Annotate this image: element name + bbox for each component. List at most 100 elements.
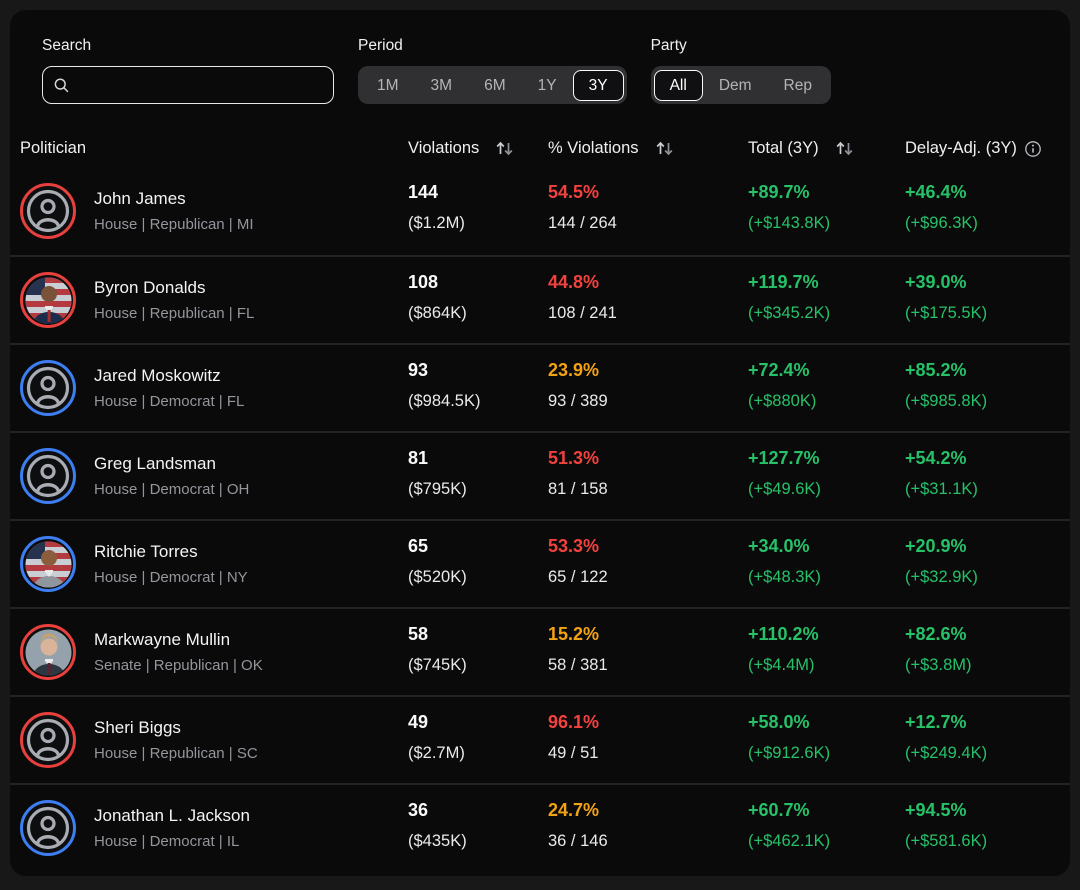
- table-row[interactable]: Jonathan L. Jackson House | Democrat | I…: [10, 783, 1070, 858]
- politician-meta: House | Republican | MI: [94, 215, 254, 233]
- delay-adj-amount: (+$581.6K): [905, 832, 988, 850]
- violations-amount: ($435K): [408, 832, 467, 850]
- party-option-all[interactable]: All: [653, 69, 703, 101]
- period-option-1y[interactable]: 1Y: [522, 70, 573, 101]
- search-box[interactable]: [42, 66, 334, 104]
- violations-count: 49: [408, 712, 429, 732]
- table-row[interactable]: Sheri Biggs House | Republican | SC 49 (…: [10, 695, 1070, 783]
- politician-text: Byron Donalds House | Republican | FL: [94, 277, 254, 324]
- pct-violations-cell: 53.3% 65 / 122: [548, 521, 748, 607]
- violations-amount: ($1.2M): [408, 214, 465, 232]
- delay-adj-cell: +85.2% (+$985.8K): [905, 345, 1060, 431]
- politician-meta: House | Democrat | OH: [94, 480, 250, 498]
- delay-adj-cell: +39.0% (+$175.5K): [905, 257, 1060, 343]
- sort-arrows-icon[interactable]: [655, 140, 674, 157]
- politician-cell: Byron Donalds House | Republican | FL: [20, 257, 408, 343]
- total-cell: +58.0% (+$912.6K): [748, 697, 905, 783]
- pct-violations-value: 15.2%: [548, 624, 600, 644]
- delay-adj-amount: (+$32.9K): [905, 568, 978, 586]
- violations-count: 108: [408, 272, 439, 292]
- violations-count: 81: [408, 448, 429, 468]
- violations-count: 58: [408, 624, 429, 644]
- total-cell: +110.2% (+$4.4M): [748, 609, 905, 695]
- party-segmented: All Dem Rep: [650, 66, 831, 104]
- pct-violations-cell: 54.5% 144 / 264: [548, 167, 748, 255]
- politician-avatar: [20, 448, 76, 504]
- politician-text: Markwayne Mullin Senate | Republican | O…: [94, 629, 263, 676]
- pct-violations-value: 44.8%: [548, 272, 600, 292]
- column-header-pct-violations[interactable]: % Violations: [548, 139, 748, 158]
- pct-violations-value: 53.3%: [548, 536, 600, 556]
- sort-arrows-icon[interactable]: [495, 140, 514, 157]
- total-amount: (+$143.8K): [748, 214, 831, 232]
- period-label: Period: [358, 37, 403, 54]
- politician-cell: Greg Landsman House | Democrat | OH: [20, 433, 408, 519]
- politician-name: Sheri Biggs: [94, 717, 181, 737]
- column-label-delay-adj: Delay-Adj. (3Y): [905, 139, 1017, 157]
- table-row[interactable]: John James House | Republican | MI 144 (…: [10, 167, 1070, 255]
- table-row[interactable]: Greg Landsman House | Democrat | OH 81 (…: [10, 431, 1070, 519]
- politician-text: Jonathan L. Jackson House | Democrat | I…: [94, 805, 250, 852]
- column-label-violations: Violations: [408, 139, 480, 157]
- violations-amount: ($745K): [408, 656, 467, 674]
- table-body: John James House | Republican | MI 144 (…: [10, 167, 1070, 858]
- violations-cell: 93 ($984.5K): [408, 345, 548, 431]
- politician-meta: House | Democrat | NY: [94, 568, 248, 586]
- table-row[interactable]: Byron Donalds House | Republican | FL 10…: [10, 255, 1070, 343]
- pct-violations-value: 54.5%: [548, 182, 600, 202]
- period-option-3y[interactable]: 3Y: [572, 69, 624, 101]
- politician-cell: Sheri Biggs House | Republican | SC: [20, 697, 408, 783]
- delay-adj-cell: +82.6% (+$3.8M): [905, 609, 1060, 695]
- party-option-dem[interactable]: Dem: [703, 70, 768, 101]
- politician-avatar: [20, 536, 76, 592]
- violations-cell: 65 ($520K): [408, 521, 548, 607]
- table-row[interactable]: Jared Moskowitz House | Democrat | FL 93…: [10, 343, 1070, 431]
- column-header-violations[interactable]: Violations: [408, 139, 548, 158]
- sort-arrows-icon[interactable]: [835, 140, 854, 157]
- table-row[interactable]: Ritchie Torres House | Democrat | NY 65 …: [10, 519, 1070, 607]
- period-option-6m[interactable]: 6M: [468, 70, 522, 101]
- search-group: Search: [42, 36, 334, 104]
- period-option-3m[interactable]: 3M: [415, 70, 469, 101]
- period-option-1m[interactable]: 1M: [361, 70, 415, 101]
- violations-count: 65: [408, 536, 429, 556]
- total-cell: +34.0% (+$48.3K): [748, 521, 905, 607]
- violations-cell: 144 ($1.2M): [408, 167, 548, 255]
- pct-violations-fraction: 108 / 241: [548, 304, 617, 322]
- politician-avatar: [20, 800, 76, 856]
- politician-cell: Jonathan L. Jackson House | Democrat | I…: [20, 785, 408, 858]
- politician-meta: House | Republican | FL: [94, 304, 255, 322]
- total-cell: +60.7% (+$462.1K): [748, 785, 905, 858]
- total-amount: (+$345.2K): [748, 304, 831, 322]
- column-header-total[interactable]: Total (3Y): [748, 139, 905, 158]
- total-amount: (+$49.6K): [748, 480, 821, 498]
- search-input[interactable]: [78, 76, 323, 94]
- search-label: Search: [42, 37, 92, 54]
- politician-text: Sheri Biggs House | Republican | SC: [94, 717, 258, 764]
- total-value: +72.4%: [748, 360, 810, 380]
- column-header-politician: Politician: [20, 139, 408, 158]
- party-option-rep[interactable]: Rep: [768, 70, 828, 101]
- violations-amount: ($795K): [408, 480, 467, 498]
- politician-meta: House | Democrat | FL: [94, 392, 245, 410]
- total-amount: (+$880K): [748, 392, 817, 410]
- pct-violations-fraction: 49 / 51: [548, 744, 599, 762]
- total-value: +110.2%: [748, 624, 819, 644]
- delay-adj-amount: (+$96.3K): [905, 214, 978, 232]
- table-row[interactable]: Markwayne Mullin Senate | Republican | O…: [10, 607, 1070, 695]
- politician-name: Greg Landsman: [94, 453, 216, 473]
- politician-avatar: [20, 272, 76, 328]
- politician-cell: Ritchie Torres House | Democrat | NY: [20, 521, 408, 607]
- violations-count: 144: [408, 182, 439, 202]
- politician-text: John James House | Republican | MI: [94, 188, 254, 235]
- delay-adj-amount: (+$985.8K): [905, 392, 988, 410]
- politician-avatar: [20, 183, 76, 239]
- search-icon: [54, 78, 69, 92]
- violations-cell: 49 ($2.7M): [408, 697, 548, 783]
- column-label-pct-violations: % Violations: [548, 139, 639, 157]
- total-amount: (+$4.4M): [748, 656, 815, 674]
- politician-name: Ritchie Torres: [94, 541, 198, 561]
- violations-cell: 81 ($795K): [408, 433, 548, 519]
- info-icon[interactable]: [1024, 140, 1042, 158]
- delay-adj-cell: +94.5% (+$581.6K): [905, 785, 1060, 858]
